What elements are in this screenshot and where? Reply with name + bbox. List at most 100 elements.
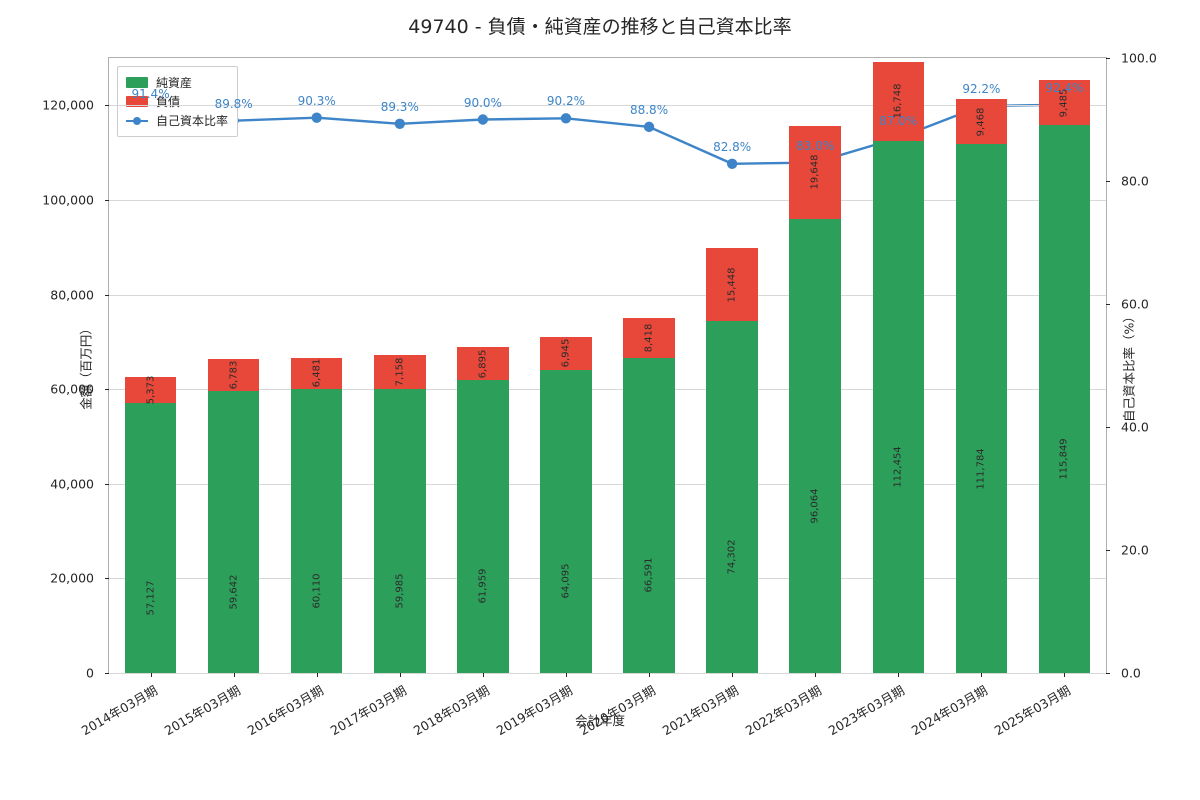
line-marker bbox=[477, 114, 489, 125]
bar-net-assets bbox=[290, 388, 343, 673]
bar-liabilities bbox=[789, 125, 841, 219]
grid-line bbox=[109, 578, 1106, 580]
bar-net-assets bbox=[1038, 124, 1091, 673]
bar-value-net-assets: 96,064 bbox=[809, 488, 821, 524]
y-tick-mark-right bbox=[1106, 427, 1110, 428]
y-tick-left: 0 bbox=[86, 665, 94, 681]
bar-value-liabilities: 7,158 bbox=[394, 357, 406, 387]
grid-line bbox=[109, 105, 1106, 107]
x-tick-mark bbox=[316, 673, 318, 677]
bar-net-assets bbox=[124, 402, 177, 673]
x-tick-mark bbox=[482, 673, 484, 677]
x-tick-mark bbox=[649, 673, 651, 677]
bar-value-liabilities: 6,481 bbox=[311, 358, 323, 388]
bar-net-assets bbox=[706, 321, 758, 673]
y-tick-right: 60.0 bbox=[1121, 296, 1149, 312]
bar-value-net-assets: 60,110 bbox=[311, 573, 323, 609]
x-tick-mark bbox=[150, 673, 152, 677]
bar-value-liabilities: 6,945 bbox=[560, 339, 572, 368]
bar-net-assets bbox=[207, 390, 260, 673]
legend-item-net-assets: 純資産 bbox=[126, 73, 228, 92]
legend-label-net-assets: 純資産 bbox=[156, 76, 193, 90]
y-axis-label-right: 自己資本比率（%） bbox=[1121, 309, 1137, 422]
y-tick-mark-left bbox=[105, 294, 109, 296]
x-tick-mark bbox=[981, 673, 983, 677]
x-tick-mark bbox=[233, 673, 235, 677]
equity-ratio-label: 82.8% bbox=[713, 139, 752, 154]
bar-liabilities bbox=[1038, 80, 1091, 125]
bar-liabilities bbox=[540, 336, 592, 370]
y-tick-mark-left bbox=[105, 578, 109, 580]
bar-value-liabilities: 9,468 bbox=[975, 107, 987, 137]
bar-net-assets bbox=[872, 141, 925, 673]
y-tick-mark-right bbox=[1106, 550, 1110, 551]
line-path bbox=[150, 103, 1065, 165]
bar-liabilities bbox=[374, 355, 426, 390]
bar-net-assets bbox=[457, 379, 509, 673]
y-tick-left: 80,000 bbox=[50, 287, 94, 303]
equity-ratio-label: 92.4% bbox=[1045, 80, 1084, 95]
y-tick-mark-left bbox=[105, 389, 109, 391]
y-tick-left: 60,000 bbox=[50, 381, 94, 397]
y-tick-right: 0.0 bbox=[1121, 665, 1141, 681]
y-tick-left: 40,000 bbox=[50, 476, 94, 492]
bar-value-net-assets: 59,642 bbox=[228, 574, 240, 610]
x-tick-mark bbox=[815, 673, 817, 677]
legend-item-equity-ratio: 自己資本比率 bbox=[126, 111, 228, 130]
bar-value-net-assets: 74,302 bbox=[726, 539, 738, 575]
y-tick-right: 40.0 bbox=[1121, 419, 1149, 435]
x-tick-mark bbox=[732, 673, 734, 677]
y-tick-left: 20,000 bbox=[50, 570, 94, 586]
bar-liabilities bbox=[124, 377, 177, 403]
y-tick-left: 120,000 bbox=[42, 97, 94, 113]
bar-value-net-assets: 59,985 bbox=[394, 573, 406, 609]
equity-ratio-label: 89.8% bbox=[214, 96, 253, 111]
x-tick-mark bbox=[1064, 673, 1066, 677]
x-tick-mark bbox=[565, 673, 567, 677]
bar-value-liabilities: 8,418 bbox=[643, 323, 655, 353]
grid-line bbox=[109, 483, 1106, 485]
equity-ratio-label: 89.3% bbox=[380, 99, 419, 114]
chart-title: 49740 - 負債・純資産の推移と自己資本比率 bbox=[408, 16, 792, 38]
equity-ratio-label: 88.8% bbox=[629, 102, 669, 117]
y-tick-right: 100.0 bbox=[1121, 50, 1157, 66]
bar-liabilities bbox=[955, 99, 1008, 145]
bar-liabilities bbox=[872, 61, 925, 141]
equity-ratio-label: 91.4% bbox=[131, 86, 170, 101]
bar-liabilities bbox=[706, 248, 758, 322]
line-marker bbox=[394, 118, 405, 130]
x-tick-mark bbox=[898, 673, 900, 677]
bar-net-assets bbox=[374, 389, 426, 673]
bar-value-net-assets: 61,959 bbox=[477, 568, 489, 604]
y-tick-mark-right bbox=[1106, 181, 1110, 182]
bar-liabilities bbox=[457, 347, 509, 380]
equity-ratio-label: 90.2% bbox=[546, 94, 586, 109]
legend-label-equity-ratio: 自己資本比率 bbox=[156, 114, 229, 128]
y-tick-mark-left bbox=[105, 105, 109, 107]
equity-ratio-label: 83.0% bbox=[796, 138, 835, 153]
bar-value-liabilities: 6,895 bbox=[477, 349, 489, 378]
line-marker bbox=[726, 158, 738, 169]
bar-value-net-assets: 66,591 bbox=[643, 557, 655, 593]
bar-value-liabilities: 5,373 bbox=[145, 375, 157, 405]
bar-liabilities bbox=[207, 358, 260, 391]
bar-value-liabilities: 19,648 bbox=[809, 154, 821, 190]
bar-value-liabilities: 15,448 bbox=[726, 267, 738, 303]
bar-value-net-assets: 112,454 bbox=[892, 446, 904, 488]
legend-swatch-liabilities bbox=[126, 96, 148, 107]
bar-liabilities bbox=[290, 357, 343, 389]
equity-ratio-label: 92.2% bbox=[962, 81, 1001, 96]
y-tick-mark-right bbox=[1106, 304, 1110, 305]
line-marker bbox=[643, 121, 655, 133]
x-axis-label: 会計年度 bbox=[574, 713, 625, 728]
y-tick-mark-right bbox=[1106, 58, 1110, 59]
grid-line bbox=[109, 673, 1106, 674]
bar-liabilities bbox=[623, 318, 675, 358]
y-tick-mark-left bbox=[105, 199, 109, 201]
equity-ratio-label: 90.0% bbox=[463, 95, 502, 110]
grid-line bbox=[109, 294, 1106, 296]
y-tick-right: 20.0 bbox=[1121, 542, 1149, 558]
legend-swatch-net-assets bbox=[126, 77, 148, 88]
equity-ratio-label: 90.3% bbox=[297, 93, 336, 108]
y-tick-mark-left bbox=[105, 673, 109, 674]
